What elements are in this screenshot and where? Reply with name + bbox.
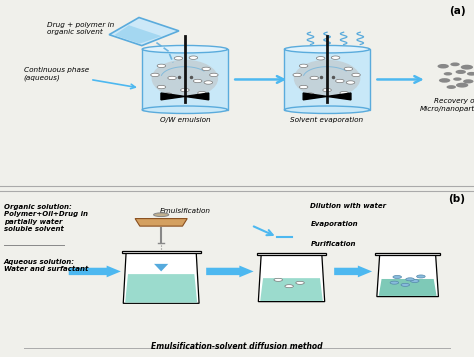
Circle shape <box>461 65 473 70</box>
Circle shape <box>285 285 293 288</box>
Circle shape <box>463 79 474 84</box>
Circle shape <box>168 76 176 80</box>
Circle shape <box>444 72 452 75</box>
Circle shape <box>157 64 166 67</box>
Ellipse shape <box>142 45 228 53</box>
Text: (a): (a) <box>449 6 465 16</box>
Circle shape <box>157 85 166 89</box>
Circle shape <box>164 93 172 96</box>
Circle shape <box>323 89 331 92</box>
Circle shape <box>274 278 283 281</box>
Circle shape <box>453 77 462 81</box>
Circle shape <box>467 72 474 76</box>
Text: Continuous phase
(aqueous): Continuous phase (aqueous) <box>24 67 89 81</box>
Circle shape <box>401 283 410 286</box>
Polygon shape <box>161 93 185 100</box>
Text: Drug + polymer in
organic solvent: Drug + polymer in organic solvent <box>47 22 115 35</box>
Circle shape <box>181 89 189 92</box>
Polygon shape <box>185 93 209 100</box>
Bar <box>375 253 440 255</box>
Text: Emulsification-solvent diffusion method: Emulsification-solvent diffusion method <box>151 342 323 351</box>
Polygon shape <box>125 274 197 303</box>
Circle shape <box>204 81 212 84</box>
Circle shape <box>174 56 182 60</box>
Polygon shape <box>135 218 187 226</box>
Circle shape <box>447 85 456 89</box>
Circle shape <box>336 79 344 83</box>
Ellipse shape <box>294 60 360 97</box>
Text: Solvent evaporation: Solvent evaporation <box>291 117 364 124</box>
Bar <box>122 251 201 253</box>
Circle shape <box>406 278 414 281</box>
Polygon shape <box>260 278 323 301</box>
Circle shape <box>410 280 419 282</box>
Polygon shape <box>114 25 162 44</box>
Circle shape <box>340 91 348 95</box>
Circle shape <box>393 276 401 278</box>
Text: Recovery of
Micro/nanoparticles: Recovery of Micro/nanoparticles <box>420 99 474 111</box>
Polygon shape <box>303 93 327 100</box>
Circle shape <box>390 281 399 284</box>
Polygon shape <box>109 17 179 46</box>
Text: Dilution with water: Dilution with water <box>310 203 387 208</box>
Circle shape <box>331 56 340 59</box>
Circle shape <box>198 91 206 95</box>
Circle shape <box>293 73 301 77</box>
Circle shape <box>300 85 308 89</box>
Ellipse shape <box>152 60 218 97</box>
Ellipse shape <box>284 45 370 53</box>
Circle shape <box>417 275 425 278</box>
Polygon shape <box>327 93 351 100</box>
Circle shape <box>296 281 304 284</box>
Text: Organic solution:
Polymer+Oil+Drug in
partially water
soluble solvent: Organic solution: Polymer+Oil+Drug in pa… <box>4 204 88 232</box>
Circle shape <box>344 67 353 71</box>
Ellipse shape <box>284 106 370 114</box>
Circle shape <box>300 64 308 67</box>
Polygon shape <box>123 253 199 303</box>
Circle shape <box>456 70 466 74</box>
Circle shape <box>210 73 218 77</box>
Polygon shape <box>334 266 372 277</box>
Circle shape <box>306 93 314 96</box>
Circle shape <box>193 79 202 83</box>
Text: Emulsification: Emulsification <box>159 208 210 214</box>
Circle shape <box>438 64 449 69</box>
Text: Purification: Purification <box>310 241 356 247</box>
Circle shape <box>352 73 360 77</box>
Circle shape <box>202 67 210 71</box>
Polygon shape <box>377 255 438 297</box>
Text: O/W emulsion: O/W emulsion <box>160 117 210 123</box>
Circle shape <box>189 56 198 59</box>
Polygon shape <box>69 266 121 277</box>
Ellipse shape <box>142 106 228 114</box>
Bar <box>142 49 228 110</box>
Polygon shape <box>258 255 325 302</box>
Bar <box>257 253 326 255</box>
Circle shape <box>456 83 468 87</box>
Circle shape <box>450 62 460 66</box>
Circle shape <box>151 73 159 77</box>
Ellipse shape <box>154 213 169 217</box>
Circle shape <box>310 76 319 80</box>
Polygon shape <box>379 279 437 296</box>
Polygon shape <box>206 266 254 277</box>
Bar <box>284 49 370 110</box>
Text: Aqueous solution:
Water and surfactant: Aqueous solution: Water and surfactant <box>4 259 88 272</box>
Circle shape <box>439 78 450 83</box>
Text: Evaporation: Evaporation <box>310 221 358 227</box>
Circle shape <box>317 56 325 60</box>
Circle shape <box>346 81 355 84</box>
Text: (b): (b) <box>448 194 465 204</box>
Polygon shape <box>154 264 168 271</box>
